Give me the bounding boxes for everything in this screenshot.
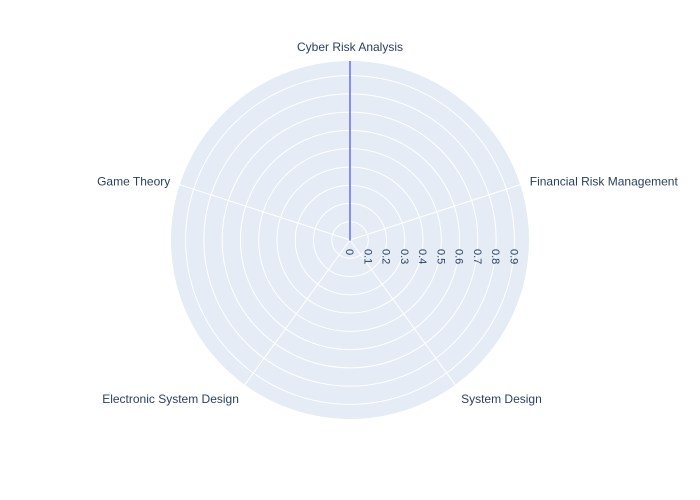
category-label: Electronic System Design (102, 392, 239, 406)
radial-tick-label: 0 (343, 249, 355, 255)
radial-tick-label: 0.2 (380, 249, 392, 264)
category-label: Financial Risk Management (530, 175, 679, 189)
category-label: Cyber Risk Analysis (297, 40, 403, 54)
radial-tick-label: 0.7 (471, 249, 483, 264)
radial-tick-label: 0.6 (453, 249, 465, 264)
radial-tick-label: 0.3 (398, 249, 410, 264)
radial-tick-labels: 0 0.1 0.2 0.3 0.4 0.5 0.6 0.7 0.8 0.9 (343, 249, 519, 264)
category-label: System Design (461, 392, 542, 406)
angular-gridline (349, 184, 521, 241)
radial-tick-label: 0.1 (361, 249, 373, 264)
radial-tick-label: 0.9 (507, 249, 519, 264)
angular-axis-labels: Cyber Risk Analysis Financial Risk Manage… (97, 40, 678, 406)
angular-gridline (244, 239, 351, 386)
category-label: Game Theory (97, 175, 170, 189)
radial-tick-label: 0.4 (416, 249, 428, 264)
angular-gridline (349, 239, 456, 386)
angular-gridline (179, 184, 351, 241)
radial-tick-label: 0.5 (434, 249, 446, 264)
radial-tick-label: 0.8 (489, 249, 501, 264)
